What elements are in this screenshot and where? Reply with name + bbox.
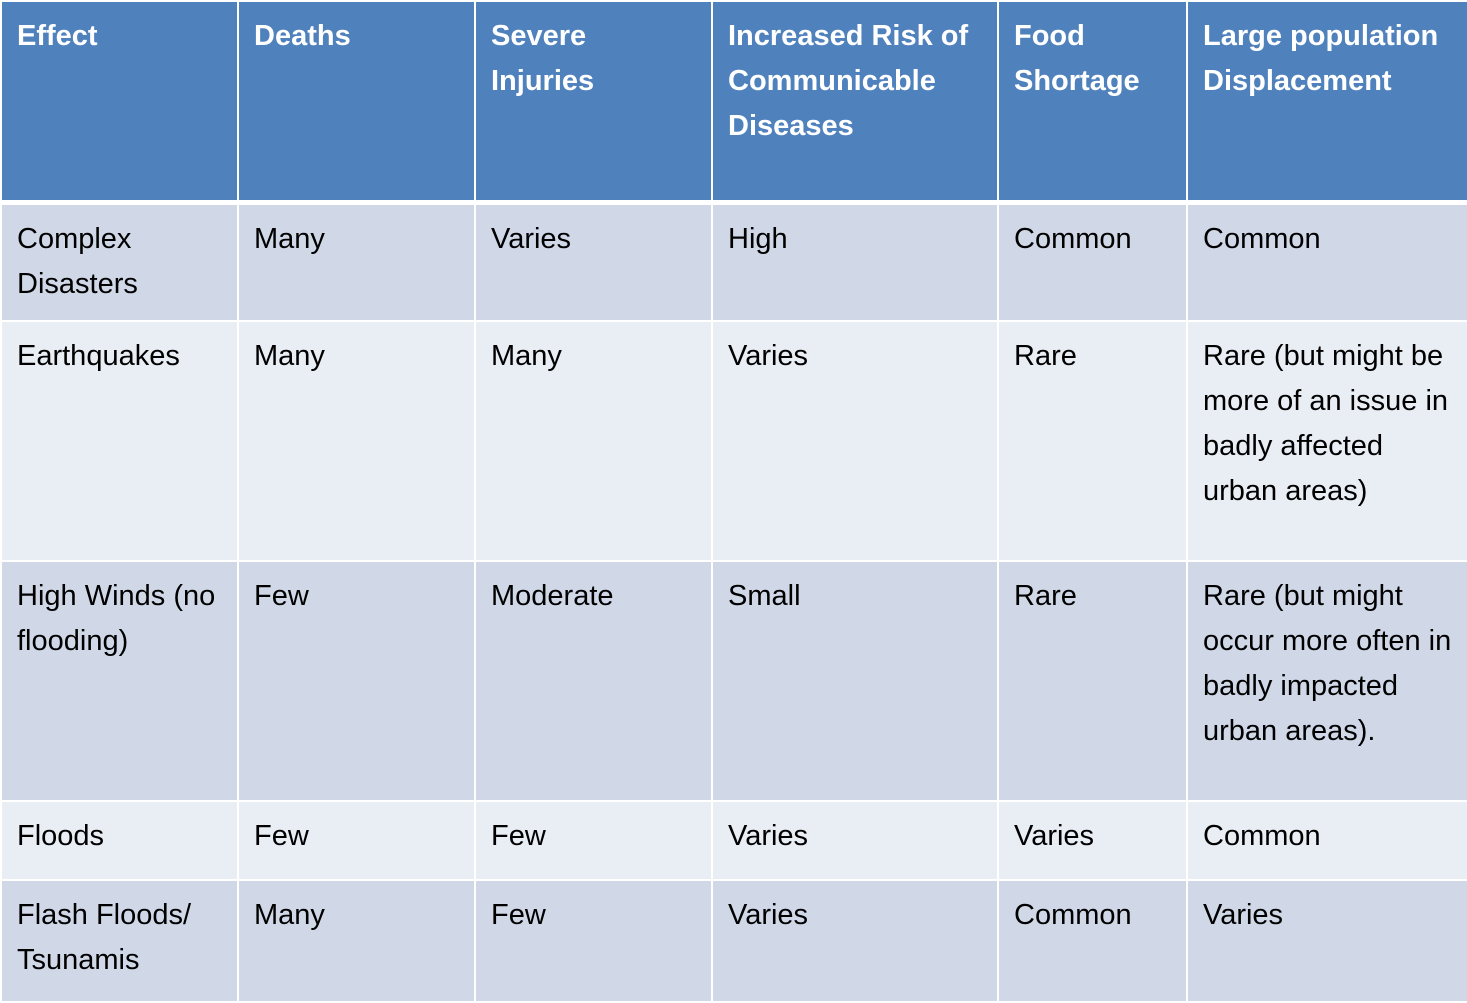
header-cell: Effect [0, 0, 239, 203]
table-cell: Earthquakes [0, 320, 239, 562]
table-cell: Varies [474, 201, 713, 322]
header-cell: Increased Risk of Communicable Diseases [711, 0, 999, 203]
table-cell: Few [237, 800, 476, 881]
table-cell: Few [237, 560, 476, 802]
table-cell: Rare (but might be more of an issue in b… [1186, 320, 1467, 562]
table-cell: Floods [0, 800, 239, 881]
table-cell: Many [237, 879, 476, 1003]
table-cell: Many [237, 320, 476, 562]
table-cell: High Winds (no flooding) [0, 560, 239, 802]
table-row: Flash Floods/ Tsunamis Many Few Varies Commo… [0, 879, 1467, 1003]
table-cell: Few [474, 800, 713, 881]
table-cell: Common [997, 879, 1188, 1003]
table-cell: Rare [997, 560, 1188, 802]
table-cell: Small [711, 560, 999, 802]
table-cell: Flash Floods/ Tsunamis [0, 879, 239, 1003]
table-cell: Varies [711, 879, 999, 1003]
table-cell: High [711, 201, 999, 322]
table-row: Complex Disasters Many Varies High Common Com… [0, 201, 1467, 322]
table-header: Effect Deaths Severe Injuries Increased Ris… [0, 0, 1467, 203]
table-cell: Common [1186, 800, 1467, 881]
table-cell: Varies [1186, 879, 1467, 1003]
table-row: Earthquakes Many Many Varies Rare Rare (but m… [0, 320, 1467, 562]
table-cell: Few [474, 879, 713, 1003]
table-body: Complex Disasters Many Varies High Common Com… [0, 201, 1467, 1003]
header-cell: Large population Displacement [1186, 0, 1467, 203]
header-row: Effect Deaths Severe Injuries Increased Ris… [0, 0, 1467, 203]
table-cell: Varies [997, 800, 1188, 881]
table-cell: Common [997, 201, 1188, 322]
header-cell: Deaths [237, 0, 476, 203]
table-cell: Rare (but might occur more often in badl… [1186, 560, 1467, 802]
table-row: Floods Few Few Varies Varies Common [0, 800, 1467, 881]
table-cell: Complex Disasters [0, 201, 239, 322]
table-cell: Many [474, 320, 713, 562]
table-cell: Varies [711, 800, 999, 881]
table-cell: Common [1186, 201, 1467, 322]
header-cell: Severe Injuries [474, 0, 713, 203]
table-cell: Moderate [474, 560, 713, 802]
table-row: High Winds (no flooding) Few Moderate Small… [0, 560, 1467, 802]
table-cell: Many [237, 201, 476, 322]
table-cell: Rare [997, 320, 1188, 562]
header-cell: Food Shortage [997, 0, 1188, 203]
table-cell: Varies [711, 320, 999, 562]
